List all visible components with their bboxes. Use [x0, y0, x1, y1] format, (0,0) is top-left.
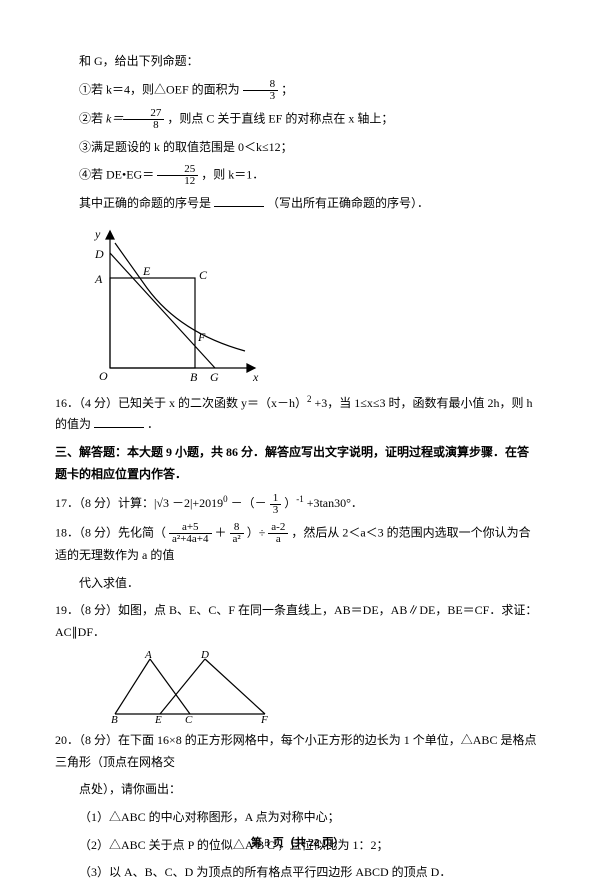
- text: ③满足题设的 k 的取值范围是 0＜k≤12；: [79, 140, 293, 154]
- text: 19．（8 分）如图，点 B、E、C、F 在同一条直线上，AB＝DE，AB∥DE…: [55, 603, 537, 639]
- svg-text:y: y: [94, 227, 101, 241]
- text: （写出所有正确命题的序号）．: [267, 196, 429, 210]
- svg-text:B: B: [190, 370, 198, 383]
- text: －（－: [231, 496, 267, 510]
- text: ；: [281, 82, 293, 96]
- text: 和 G，给出下列命题：: [79, 54, 199, 68]
- footer-text: 第 3 页（共 22 页）: [251, 837, 345, 849]
- fraction-8-3: 83: [243, 79, 279, 102]
- text: －2|+2019: [172, 496, 223, 510]
- text: 20．（8 分）在下面 16×8 的正方形网格中，每个小正方形的边长为 1 个单…: [55, 733, 536, 769]
- svg-text:E: E: [154, 714, 162, 724]
- page-footer: 第 3 页（共 22 页）: [55, 834, 540, 854]
- q18-cont: 代入求值．: [55, 573, 540, 595]
- svg-text:C: C: [199, 268, 208, 282]
- fraction-expr3: a-2a: [268, 522, 288, 545]
- q20-3: （3）以 A、B、C、D 为顶点的所有格点平行四边形 ABCD 的顶点 D．: [55, 862, 540, 884]
- svg-text:G: G: [210, 370, 219, 383]
- q20b: 点处），请你画出：: [55, 779, 540, 801]
- fraction-27-8: 278: [123, 108, 164, 131]
- fraction-1-3: 13: [270, 493, 282, 516]
- text: ①若 k＝4，则△OEF 的面积为: [79, 82, 240, 96]
- text: （3）以 A、B、C、D 为顶点的所有格点平行四边形 ABCD 的顶点 D．: [79, 865, 451, 879]
- q19: 19．（8 分）如图，点 B、E、C、F 在同一条直线上，AB＝DE，AB∥DE…: [55, 600, 540, 643]
- text: ，则 k＝1．: [201, 167, 264, 181]
- svg-text:A: A: [94, 272, 103, 286]
- text: ）: [284, 496, 296, 510]
- line-prop4: ④若 DE•EG＝ 2512 ，则 k＝1．: [55, 164, 540, 187]
- text: +3tan30°．: [307, 496, 363, 510]
- q18: 18．（8 分）先化简（ a+5a²+4a+4 ＋ 8a² ）÷ a-2a ，然…: [55, 522, 540, 567]
- text: 点处），请你画出：: [79, 782, 181, 796]
- text: ＋: [215, 525, 227, 539]
- svg-text:B: B: [111, 714, 118, 724]
- q17: 17．（8 分）计算：|√3 －2|+20190 －（－ 13 ）-1 +3ta…: [55, 491, 540, 516]
- line-prop2: ②若 k＝278 ，则点 C 关于直线 EF 的对称点在 x 轴上；: [55, 108, 540, 131]
- text: ②若: [79, 111, 103, 125]
- text: 代入求值．: [79, 576, 139, 590]
- svg-text:F: F: [197, 330, 206, 344]
- graph-hyperbola: y x O A B C D E F G: [85, 223, 540, 383]
- text: 16．（4 分）已知关于 x 的二次函数 y＝（x－h）: [55, 396, 307, 410]
- text: ．: [147, 417, 159, 431]
- blank-underline: [214, 194, 264, 207]
- text: ）÷: [247, 525, 266, 539]
- text: ，则点 C 关于直线 EF 的对称点在 x 轴上；: [167, 111, 393, 125]
- svg-text:D: D: [94, 247, 104, 261]
- text: 其中正确的命题的序号是: [79, 196, 211, 210]
- blank-underline: [94, 415, 144, 428]
- line-prop1: ①若 k＝4，则△OEF 的面积为 83 ；: [55, 79, 540, 102]
- graph-triangles: A D B E C F: [105, 649, 540, 724]
- q20-1: （1）△ABC 的中心对称图形，A 点为对称中心；: [55, 807, 540, 829]
- section-3-title: 三、解答题：本大题 9 小题，共 86 分．解答应写出文字说明，证明过程或演算步…: [55, 442, 540, 485]
- text: （1）△ABC 的中心对称图形，A 点为对称中心；: [79, 810, 340, 824]
- svg-text:O: O: [99, 369, 108, 383]
- text: 17．（8 分）计算：|: [55, 496, 156, 510]
- text: ④若 DE•EG＝: [79, 167, 154, 181]
- svg-text:F: F: [260, 714, 268, 724]
- line-answer-blank: 其中正确的命题的序号是 （写出所有正确命题的序号）．: [55, 193, 540, 215]
- line-intro: 和 G，给出下列命题：: [55, 51, 540, 73]
- svg-text:C: C: [185, 714, 193, 724]
- text: 三、解答题：本大题 9 小题，共 86 分．解答应写出文字说明，证明过程或演算步…: [55, 445, 529, 481]
- q16: 16．（4 分）已知关于 x 的二次函数 y＝（x－h）2 +3，当 1≤x≤3…: [55, 391, 540, 436]
- svg-text:x: x: [252, 370, 259, 383]
- line-prop3: ③满足题设的 k 的取值范围是 0＜k≤12；: [55, 137, 540, 159]
- fraction-25-12: 2512: [157, 164, 198, 187]
- text: 18．（8 分）先化简（: [55, 525, 166, 539]
- svg-text:D: D: [200, 649, 209, 661]
- fraction-expr1: a+5a²+4a+4: [169, 522, 211, 545]
- svg-text:A: A: [144, 649, 152, 661]
- svg-text:E: E: [142, 264, 151, 278]
- q20: 20．（8 分）在下面 16×8 的正方形网格中，每个小正方形的边长为 1 个单…: [55, 730, 540, 773]
- fraction-expr2: 8a²: [230, 522, 244, 545]
